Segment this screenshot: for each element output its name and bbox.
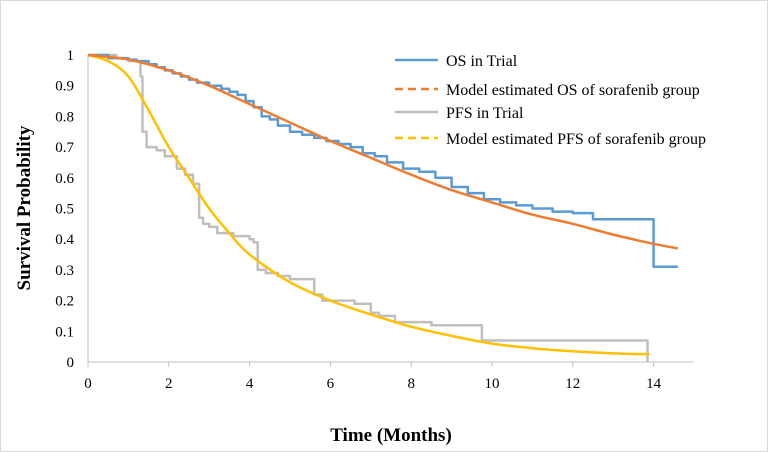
x-axis-ticks: 0 2 4 6 8 10 12 14 [84, 362, 662, 392]
x-tick-label: 0 [84, 376, 92, 392]
x-tick-label: 4 [246, 376, 254, 392]
x-tick-label: 14 [646, 376, 662, 392]
legend-item-os-trial: OS in Trial [395, 53, 518, 70]
x-axis-title: Time (Months) [330, 425, 452, 446]
y-tick-label: 0.2 [55, 294, 74, 310]
series-pfs-trial-line [88, 53, 649, 362]
y-tick-label: 1 [67, 48, 75, 64]
x-tick-label: 10 [485, 376, 500, 392]
legend-item-pfs-model: Model estimated PFS of sorafenib group [395, 131, 706, 148]
legend-label-os-trial: OS in Trial [446, 53, 518, 70]
legend-label-pfs-model: Model estimated PFS of sorafenib group [446, 131, 706, 148]
y-tick-label: 0 [67, 355, 75, 371]
x-tick-label: 2 [165, 376, 173, 392]
series-os-model-line [87, 53, 679, 250]
series-layer [87, 53, 679, 362]
y-tick-label: 0.7 [55, 140, 74, 156]
y-tick-label: 0.5 [55, 202, 74, 218]
legend-item-os-model: Model estimated OS of sorafenib group [395, 82, 700, 99]
y-tick-label: 0.4 [55, 232, 74, 248]
x-tick-label: 6 [327, 376, 335, 392]
y-tick-label: 0.6 [55, 171, 74, 187]
y-tick-label: 0.9 [55, 79, 74, 95]
y-tick-label: 0.1 [55, 324, 74, 340]
y-axis-ticks: 0 0.1 0.2 0.3 0.4 0.5 0.6 0.7 0.8 0.9 1 [55, 48, 74, 371]
legend-label-pfs-trial: PFS in Trial [446, 105, 524, 122]
y-tick-label: 0.8 [55, 109, 74, 125]
series-pfs-model-line [87, 53, 650, 356]
x-tick-label: 12 [565, 376, 580, 392]
x-tick-label: 8 [407, 376, 415, 392]
y-axis-title: Survival Probability [14, 125, 35, 290]
legend-item-pfs-trial: PFS in Trial [395, 105, 524, 122]
y-tick-label: 0.3 [55, 263, 74, 279]
legend-label-os-model: Model estimated OS of sorafenib group [446, 82, 700, 99]
legend: OS in Trial Model estimated OS of sorafe… [395, 53, 706, 148]
